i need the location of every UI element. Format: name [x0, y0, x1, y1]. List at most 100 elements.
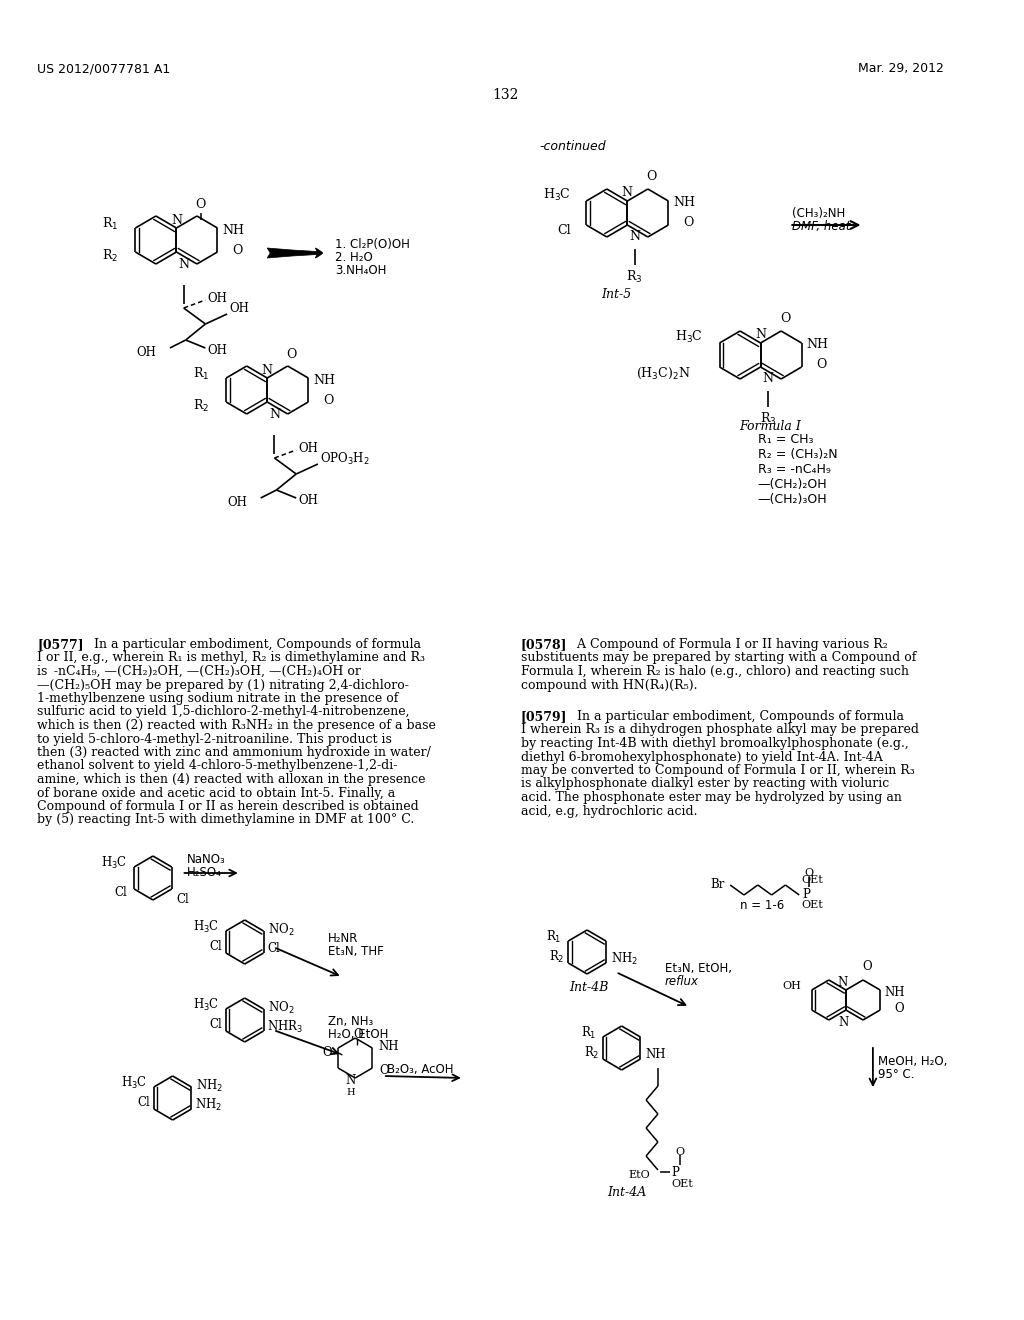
Text: B₂O₃, AcOH: B₂O₃, AcOH — [387, 1063, 454, 1076]
Text: O: O — [287, 347, 297, 360]
Text: R$_3$: R$_3$ — [760, 411, 776, 428]
Text: O: O — [322, 1045, 332, 1059]
Text: 3.NH₄OH: 3.NH₄OH — [336, 264, 387, 277]
Text: O: O — [646, 170, 657, 183]
Text: (H$_3$C)$_2$N: (H$_3$C)$_2$N — [636, 366, 691, 380]
Text: compound with HN(R₄)(R₅).: compound with HN(R₄)(R₅). — [521, 678, 697, 692]
Text: O: O — [816, 359, 827, 371]
Text: H$_3$C: H$_3$C — [194, 997, 219, 1012]
Text: 1. Cl₂P(O)OH: 1. Cl₂P(O)OH — [336, 238, 411, 251]
Text: Et₃N, THF: Et₃N, THF — [328, 945, 383, 958]
Text: NH: NH — [313, 374, 335, 387]
Text: OPO$_3$H$_2$: OPO$_3$H$_2$ — [319, 451, 370, 467]
Text: NHR$_3$: NHR$_3$ — [267, 1019, 303, 1035]
Text: diethyl 6-bromohexylphosphonate) to yield Int-4A. Int-4A: diethyl 6-bromohexylphosphonate) to yiel… — [521, 751, 883, 763]
Text: DMF, heat: DMF, heat — [793, 220, 851, 234]
Text: Zn, NH₃: Zn, NH₃ — [328, 1015, 373, 1028]
Text: is  -nC₄H₉, —(CH₂)₂OH, —(CH₂)₃OH, —(CH₂)₄OH or: is -nC₄H₉, —(CH₂)₂OH, —(CH₂)₃OH, —(CH₂)₄… — [38, 665, 361, 678]
Text: 132: 132 — [492, 88, 518, 102]
Text: NH: NH — [645, 1048, 666, 1061]
Text: O: O — [353, 1027, 362, 1040]
Text: NH$_2$: NH$_2$ — [610, 950, 638, 968]
Text: which is then (2) reacted with R₃NH₂ in the presence of a base: which is then (2) reacted with R₃NH₂ in … — [38, 719, 436, 733]
Text: N: N — [171, 214, 182, 227]
Text: O: O — [683, 216, 693, 230]
Text: O: O — [379, 1064, 388, 1077]
Text: OH: OH — [298, 494, 318, 507]
Text: OH: OH — [298, 441, 318, 454]
Text: R$_2$: R$_2$ — [549, 949, 564, 965]
Text: R$_3$: R$_3$ — [627, 269, 643, 285]
Text: Cl: Cl — [558, 224, 571, 238]
Text: Int-4B: Int-4B — [569, 981, 608, 994]
Text: —(CH₂)₂OH: —(CH₂)₂OH — [758, 478, 827, 491]
Text: O: O — [780, 313, 791, 326]
Text: R$_2$: R$_2$ — [102, 248, 119, 264]
Text: N: N — [837, 975, 847, 989]
Text: NaNO₃: NaNO₃ — [186, 853, 225, 866]
Text: may be converted to Compound of Formula I or II, wherein R₃: may be converted to Compound of Formula … — [521, 764, 914, 777]
Text: R$_2$: R$_2$ — [584, 1045, 599, 1061]
Text: NH: NH — [807, 338, 828, 351]
Text: N: N — [345, 1073, 355, 1086]
Text: of borane oxide and acetic acid to obtain Int-5. Finally, a: of borane oxide and acetic acid to obtai… — [38, 787, 395, 800]
Text: N: N — [622, 186, 633, 199]
Text: Cl: Cl — [176, 894, 189, 906]
Text: to yield 5-chloro-4-methyl-2-nitroaniline. This product is: to yield 5-chloro-4-methyl-2-nitroanilin… — [38, 733, 392, 746]
Text: R$_1$: R$_1$ — [581, 1024, 596, 1041]
Text: H$_3$C: H$_3$C — [675, 329, 702, 345]
Text: Br: Br — [711, 879, 725, 891]
Text: NH: NH — [222, 223, 245, 236]
Text: N: N — [629, 231, 640, 243]
Text: EtO: EtO — [629, 1170, 650, 1180]
Text: OH: OH — [208, 343, 227, 356]
Text: OEt: OEt — [801, 900, 823, 909]
Text: R$_2$: R$_2$ — [194, 397, 209, 414]
Text: reflux: reflux — [665, 975, 699, 987]
Text: NH: NH — [885, 986, 905, 998]
Text: MeOH, H₂O,: MeOH, H₂O, — [878, 1055, 947, 1068]
Text: amine, which is then (4) reacted with alloxan in the presence: amine, which is then (4) reacted with al… — [38, 774, 426, 785]
Text: OH: OH — [782, 981, 801, 991]
Text: (CH₃)₂NH: (CH₃)₂NH — [793, 207, 846, 220]
Text: US 2012/0077781 A1: US 2012/0077781 A1 — [38, 62, 171, 75]
Text: ethanol solvent to yield 4-chloro-5-methylbenzene-1,2-di-: ethanol solvent to yield 4-chloro-5-meth… — [38, 759, 398, 772]
Text: acid. The phosphonate ester may be hydrolyzed by using an: acid. The phosphonate ester may be hydro… — [521, 791, 902, 804]
Text: H: H — [346, 1088, 354, 1097]
Text: OH: OH — [229, 302, 249, 315]
Text: OH: OH — [208, 292, 227, 305]
Text: OEt: OEt — [672, 1179, 693, 1189]
Text: OH: OH — [227, 495, 247, 508]
Text: R₁ = CH₃: R₁ = CH₃ — [758, 433, 813, 446]
Text: NH$_2$: NH$_2$ — [197, 1078, 223, 1094]
Text: substituents may be prepared by starting with a Compound of: substituents may be prepared by starting… — [521, 652, 916, 664]
Text: O: O — [862, 960, 871, 973]
Text: —(CH₂)₅OH may be prepared by (1) nitrating 2,4-dichloro-: —(CH₂)₅OH may be prepared by (1) nitrati… — [38, 678, 410, 692]
Text: NH: NH — [379, 1040, 399, 1052]
Text: R₃ = -nC₄H₉: R₃ = -nC₄H₉ — [758, 463, 830, 477]
Text: H₂O, EtOH: H₂O, EtOH — [328, 1028, 388, 1041]
Text: O: O — [196, 198, 206, 210]
Text: P: P — [672, 1166, 680, 1179]
Text: Et₃N, EtOH,: Et₃N, EtOH, — [665, 962, 732, 975]
Text: NO$_2$: NO$_2$ — [268, 1001, 295, 1016]
Text: O: O — [675, 1147, 684, 1158]
Text: Int-4A: Int-4A — [607, 1185, 646, 1199]
Text: I wherein R₃ is a dihydrogen phosphate alkyl may be prepared: I wherein R₃ is a dihydrogen phosphate a… — [521, 723, 919, 737]
Text: H$_3$C: H$_3$C — [544, 187, 571, 203]
Text: Int-5: Int-5 — [601, 288, 632, 301]
Text: [0579]: [0579] — [521, 710, 567, 723]
Text: [0577]: [0577] — [38, 638, 84, 651]
Text: n = 1-6: n = 1-6 — [740, 899, 784, 912]
Text: N: N — [269, 408, 280, 421]
Text: NO$_2$: NO$_2$ — [268, 921, 295, 939]
Text: by reacting Int-4B with diethyl bromoalkylphosphonate (e.g.,: by reacting Int-4B with diethyl bromoalk… — [521, 737, 908, 750]
Text: [0578]: [0578] — [521, 638, 567, 651]
Text: then (3) reacted with zinc and ammonium hydroxide in water/: then (3) reacted with zinc and ammonium … — [38, 746, 431, 759]
Text: Formula I: Formula I — [738, 420, 801, 433]
Text: -continued: -continued — [539, 140, 605, 153]
Text: R$_1$: R$_1$ — [193, 366, 209, 381]
Text: Compound of formula I or II as herein described is obtained: Compound of formula I or II as herein de… — [38, 800, 419, 813]
Text: H$_3$C: H$_3$C — [121, 1074, 147, 1092]
Text: Cl: Cl — [210, 940, 222, 953]
